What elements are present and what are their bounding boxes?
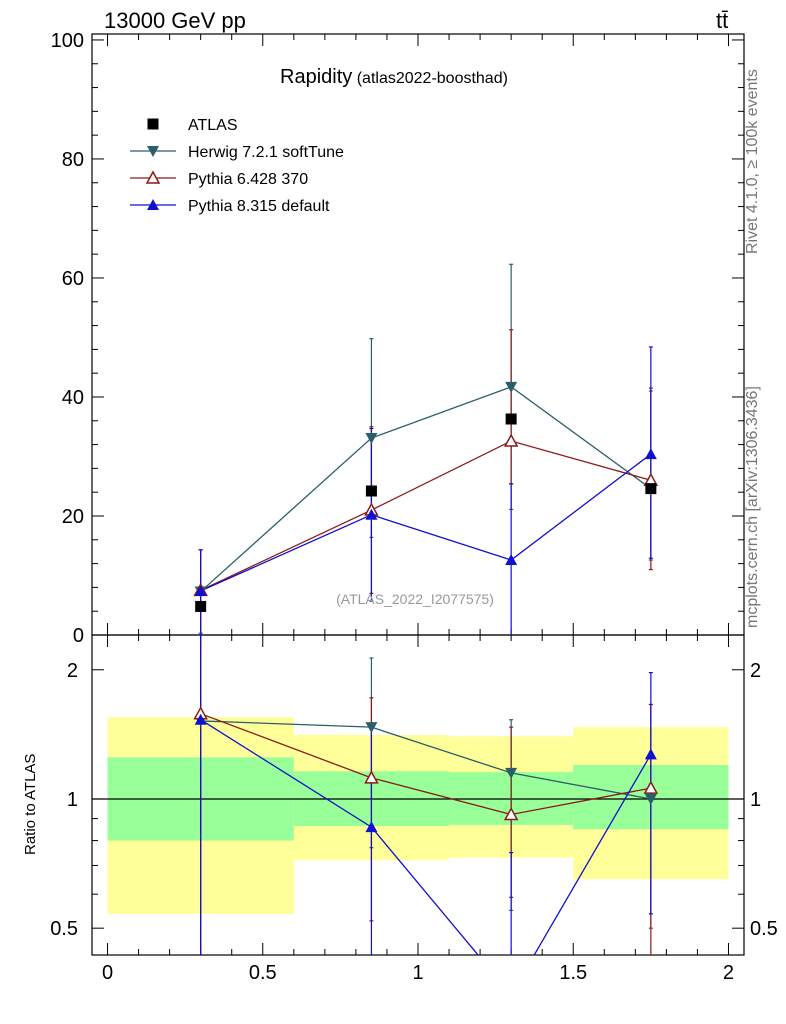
ratio-1-point-3 <box>643 780 659 794</box>
legend-label-3: Pythia 8.315 default <box>188 198 330 215</box>
ratio-0-point-2 <box>505 767 518 779</box>
ratio-series <box>193 635 659 1000</box>
legend-label-2: Pythia 6.428 370 <box>188 171 308 188</box>
energy-label: 13000 GeV pp <box>104 8 246 33</box>
process-label: tt̄ <box>716 8 729 33</box>
series-line-2 <box>200 453 652 592</box>
chart-title: Rapidity (atlas2022-boosthad) <box>280 66 508 89</box>
y-tick-label: 100 <box>51 30 84 52</box>
series-0-point-1 <box>365 433 378 445</box>
chart-title-sub: (atlas2022-boosthad) <box>356 70 508 87</box>
main-series <box>193 263 659 635</box>
ratio-2-point-3 <box>644 748 657 760</box>
ratio-y-tick-label-left: 0.5 <box>50 918 78 940</box>
x-tick-label: 1.5 <box>559 962 587 984</box>
series-line-1 <box>200 440 652 591</box>
atlas-point-3 <box>645 483 657 495</box>
series-line-0 <box>200 386 652 593</box>
y-tick-label: 80 <box>62 149 84 171</box>
ratio-y-tick-label-right: 1 <box>750 789 761 811</box>
ratio-2-point-2 <box>505 989 517 1000</box>
x-tick-label: 0 <box>102 962 113 984</box>
legend-marker-0 <box>147 118 159 130</box>
ratio-line-0 <box>200 720 651 800</box>
legend: ATLAS Herwig 7.2.1 softTune Pythia 6.428 3… <box>130 117 344 215</box>
legend-marker-1 <box>147 146 159 157</box>
analysis-watermark: (ATLAS_2022_I2077575) <box>336 591 494 607</box>
ratio-line-1 <box>200 713 651 816</box>
ratio-0-point-3 <box>644 793 657 805</box>
legend-marker-2 <box>145 170 161 184</box>
legend-label-0: ATLAS <box>188 117 238 134</box>
y-tick-label: 20 <box>62 506 84 528</box>
legend-marker-3 <box>147 199 159 210</box>
ratio-2-point-1 <box>365 821 378 833</box>
series-2-point-2 <box>505 554 518 566</box>
series-2-point-1 <box>365 508 378 520</box>
chart-title-main: Rapidity <box>280 66 353 88</box>
x-tick-label: 1 <box>412 962 423 984</box>
series-1-point-2 <box>503 433 519 447</box>
legend-label-1: Herwig 7.2.1 softTune <box>188 144 344 161</box>
ratio-bands <box>92 717 744 914</box>
series-0-point-2 <box>505 381 518 393</box>
ratio-y-tick-label-right: 2 <box>750 660 761 682</box>
y-tick-label: 60 <box>62 268 84 290</box>
ratio-1-point-2 <box>503 806 519 821</box>
ratio-y-tick-label-left: 2 <box>67 660 78 682</box>
series-2-point-3 <box>644 448 657 460</box>
ratio-y-tick-label-right: 0.5 <box>750 918 778 940</box>
atlas-point-2 <box>505 413 517 425</box>
x-tick-label: 0.5 <box>249 962 277 984</box>
ratio-2-point-0 <box>194 713 207 725</box>
ratio-y-tick-label-left: 1 <box>67 789 78 811</box>
series-2-point-0 <box>194 584 207 596</box>
y-tick-label: 0 <box>73 625 84 647</box>
ratio-0-point-1 <box>365 722 378 734</box>
ratio-1-point-1 <box>364 770 379 784</box>
atlas-point-1 <box>365 485 377 497</box>
x-tick-label: 2 <box>723 962 734 984</box>
ratio-line-2 <box>200 719 652 955</box>
y-tick-label: 40 <box>62 387 84 409</box>
atlas-point-0 <box>195 600 207 612</box>
